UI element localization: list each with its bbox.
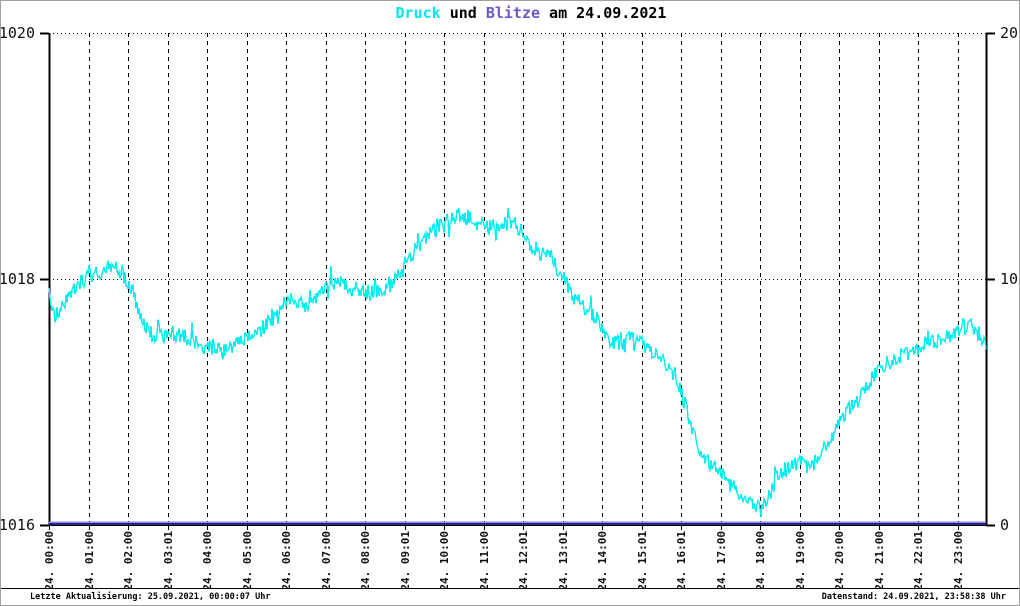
x-axis-time-label: 24. 02:00 [122,531,135,589]
right-axis-tick-label: 0 [1000,516,1009,534]
last-update-text: Letzte Aktualisierung: 25.09.2021, 00:00… [30,592,271,602]
x-axis-time-label: 24. 00:00 [43,531,56,589]
x-axis-time-label: 24. 19:00 [794,531,807,589]
left-axis-tick-label: 1016 [1,516,35,534]
x-axis-time-label: 24. 01:00 [83,531,96,589]
title-connector: und [440,4,486,22]
x-axis-time-label: 24. 05:00 [241,531,254,589]
x-axis-time-label: 24. 12:01 [517,531,530,589]
x-axis-time-label: 24. 18:00 [754,531,767,589]
x-axis-time-label: 24. 08:00 [359,531,372,589]
x-axis-time-label: 24. 17:00 [715,531,728,589]
x-axis-time-label: 24. 10:00 [438,531,451,589]
x-axis-time-label: 24. 04:00 [201,531,214,589]
status-bar: Letzte Aktualisierung: 25.09.2021, 00:00… [1,588,1019,605]
right-axis-tick-label: 20 [1000,24,1018,42]
x-axis-time-label: 24. 16:01 [675,531,688,589]
x-axis-time-label: 24. 20:00 [833,531,846,589]
chart-title: Druck und Blitze am 24.09.2021 [61,4,1001,22]
x-axis-time-label: 24. 09:01 [399,531,412,589]
x-axis-time-label: 24. 21:00 [873,531,886,589]
x-axis-time-label: 24. 22:01 [912,531,925,589]
x-axis-time-label: 24. 03:01 [162,531,175,589]
title-series-druck: Druck [395,4,441,22]
pressure-series-line [48,207,987,517]
right-axis-tick-label: 10 [1000,270,1018,288]
x-axis-time-label: 24. 06:00 [280,531,293,589]
x-axis-time-label: 24. 14:00 [596,531,609,589]
x-axis-time-label: 24. 07:00 [320,531,333,589]
left-axis-tick-label: 1020 [1,24,35,42]
title-date-suffix: am 24.09.2021 [540,4,667,22]
x-axis-time-label: 24. 13:01 [557,531,570,589]
title-series-blitze: Blitze [485,4,541,22]
x-axis-time-label: 24. 23:00 [952,531,965,589]
x-axis-time-label: 24. 11:00 [478,531,491,589]
data-state-text: Datenstand: 24.09.2021, 23:58:38 Uhr [821,592,1006,602]
x-axis-time-label: 24. 15:01 [636,531,649,589]
left-axis-tick-label: 1018 [1,270,35,288]
